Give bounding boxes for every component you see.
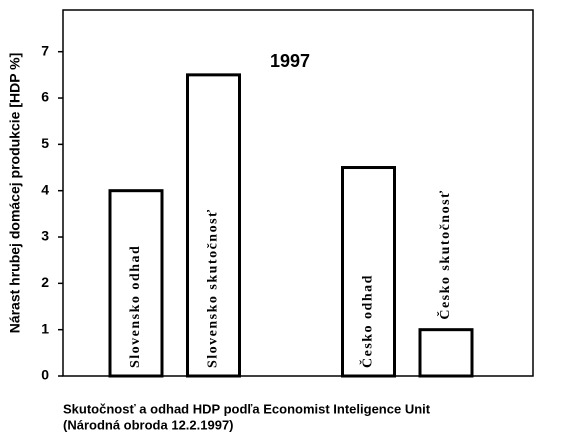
y-tick-label: 4 (41, 181, 49, 197)
bar-label: Slovensko odhad (128, 245, 143, 368)
y-tick-label: 6 (41, 89, 49, 105)
bar (341, 166, 396, 378)
bar (108, 189, 164, 378)
bar (418, 328, 474, 378)
chart-title: 1997 (270, 51, 310, 71)
plot-frame (62, 9, 534, 377)
y-tick-label: 7 (41, 42, 49, 58)
y-tick-label: 3 (41, 228, 49, 244)
y-tick-label: 2 (41, 274, 49, 290)
y-tick-label: 1 (41, 320, 49, 336)
y-tick-label: 5 (41, 135, 49, 151)
bar (186, 73, 241, 378)
x-axis-label: Skutočnosť a odhad HDP podľa Economist I… (63, 401, 431, 416)
y-axis-label: Nárast hrubej domácej produkcie [HDP %] (7, 53, 23, 334)
source-note: (Národná obroda 12.2.1997) (63, 417, 234, 432)
bar-label: Slovensko skutočnosť (206, 208, 221, 368)
y-tick-label: 0 (41, 367, 49, 383)
bar-label: Česko odhad (359, 274, 376, 368)
bar-label: Česko skutočnosť (436, 189, 453, 319)
